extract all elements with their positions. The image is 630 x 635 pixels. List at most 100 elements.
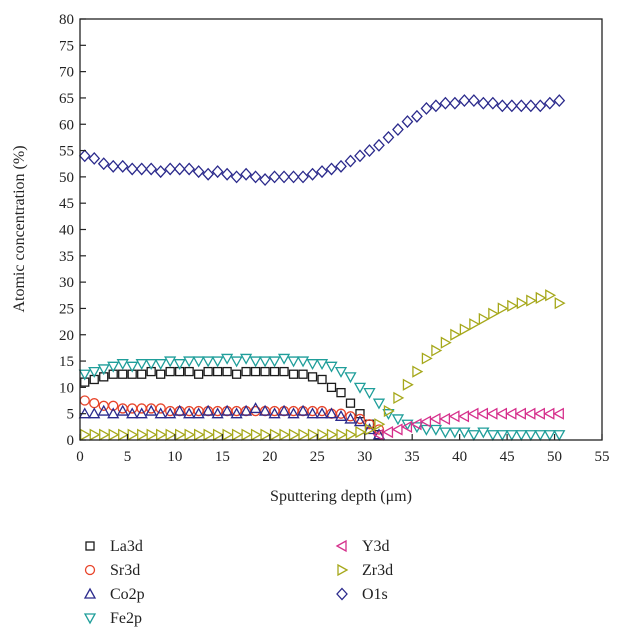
data-point xyxy=(325,361,338,373)
x-tick-label: 30 xyxy=(357,449,372,465)
y-tick-label: 65 xyxy=(59,91,74,107)
y-tick-label: 35 xyxy=(59,249,74,265)
data-point xyxy=(458,427,471,439)
data-point xyxy=(277,404,291,416)
data-point xyxy=(88,407,101,419)
data-point xyxy=(278,170,290,184)
data-point xyxy=(249,402,262,414)
data-point xyxy=(260,366,270,377)
data-point xyxy=(533,407,545,420)
data-point xyxy=(345,398,356,408)
data-point xyxy=(269,366,280,377)
data-point xyxy=(137,428,149,441)
data-point xyxy=(127,428,139,441)
data-point xyxy=(325,162,338,176)
data-point xyxy=(108,428,120,441)
data-point xyxy=(298,428,310,441)
legend-label: Fe2p xyxy=(110,610,142,627)
data-point xyxy=(315,407,329,419)
legend-item-co2p: Co2p xyxy=(83,586,145,603)
y-tick-label: 60 xyxy=(59,117,74,133)
data-point xyxy=(269,428,281,441)
data-point xyxy=(372,428,386,440)
data-point xyxy=(534,99,547,113)
data-point xyxy=(450,328,462,341)
legend: La3d Sr3d Co2p Fe2p Y3d Zr3d O1s xyxy=(83,538,393,627)
legend-item-la3d: La3d xyxy=(85,538,143,555)
data-point xyxy=(202,167,215,181)
data-point xyxy=(173,359,186,371)
series-y3d xyxy=(372,407,564,441)
data-point xyxy=(488,307,500,320)
data-point xyxy=(183,356,196,368)
data-point xyxy=(431,344,443,357)
data-point xyxy=(477,427,490,439)
data-point xyxy=(78,149,91,163)
data-point xyxy=(165,428,177,441)
data-point xyxy=(496,99,509,113)
data-point xyxy=(334,409,348,421)
data-point xyxy=(164,162,177,176)
data-point xyxy=(382,130,395,144)
data-point xyxy=(306,407,319,419)
data-point xyxy=(296,356,310,368)
data-point xyxy=(543,430,556,442)
data-point xyxy=(146,428,158,441)
x-tick-label: 55 xyxy=(595,449,610,465)
series-zr3d xyxy=(80,289,566,441)
data-point xyxy=(363,423,376,435)
data-point xyxy=(135,359,148,371)
data-point xyxy=(107,159,120,173)
data-point xyxy=(336,428,348,441)
data-point xyxy=(345,428,357,441)
data-point xyxy=(89,428,101,441)
legend-item-fe2p: Fe2p xyxy=(83,610,142,627)
data-point xyxy=(486,96,499,110)
data-point xyxy=(554,297,566,310)
x-tick-label: 10 xyxy=(167,449,182,465)
data-point xyxy=(288,369,299,379)
data-point xyxy=(268,170,281,184)
data-point xyxy=(288,428,300,441)
data-point xyxy=(354,413,366,425)
data-point xyxy=(107,361,120,373)
data-point xyxy=(372,428,384,441)
data-point xyxy=(221,167,233,181)
data-point xyxy=(230,356,243,368)
data-point xyxy=(334,366,348,378)
data-point xyxy=(543,407,555,420)
data-point xyxy=(287,356,300,368)
data-point xyxy=(156,369,166,379)
legend-item-o1s: O1s xyxy=(336,586,388,603)
data-point xyxy=(467,430,480,442)
data-point xyxy=(496,407,507,420)
y-tick-label: 55 xyxy=(59,144,74,160)
data-point xyxy=(486,430,499,442)
x-tick-label: 45 xyxy=(500,449,515,465)
data-point xyxy=(88,366,101,378)
data-point xyxy=(316,165,328,179)
data-point xyxy=(296,404,310,416)
data-point xyxy=(241,366,251,377)
data-point xyxy=(412,365,424,378)
data-point xyxy=(135,407,148,419)
data-point xyxy=(325,407,338,419)
data-point xyxy=(514,407,526,420)
data-point xyxy=(192,356,205,368)
data-point xyxy=(212,428,224,441)
y-tick-label: 15 xyxy=(59,354,74,370)
data-point xyxy=(118,428,130,441)
data-point xyxy=(107,407,120,419)
data-point xyxy=(391,423,403,436)
data-point xyxy=(393,391,405,405)
data-point xyxy=(459,323,471,336)
legend-label: Zr3d xyxy=(362,562,393,579)
data-point xyxy=(145,404,158,416)
data-point xyxy=(211,165,224,179)
data-point xyxy=(192,407,205,419)
data-point xyxy=(79,395,90,406)
data-point xyxy=(99,428,111,441)
data-point xyxy=(391,414,405,426)
data-point xyxy=(175,428,186,441)
data-point xyxy=(496,430,509,442)
